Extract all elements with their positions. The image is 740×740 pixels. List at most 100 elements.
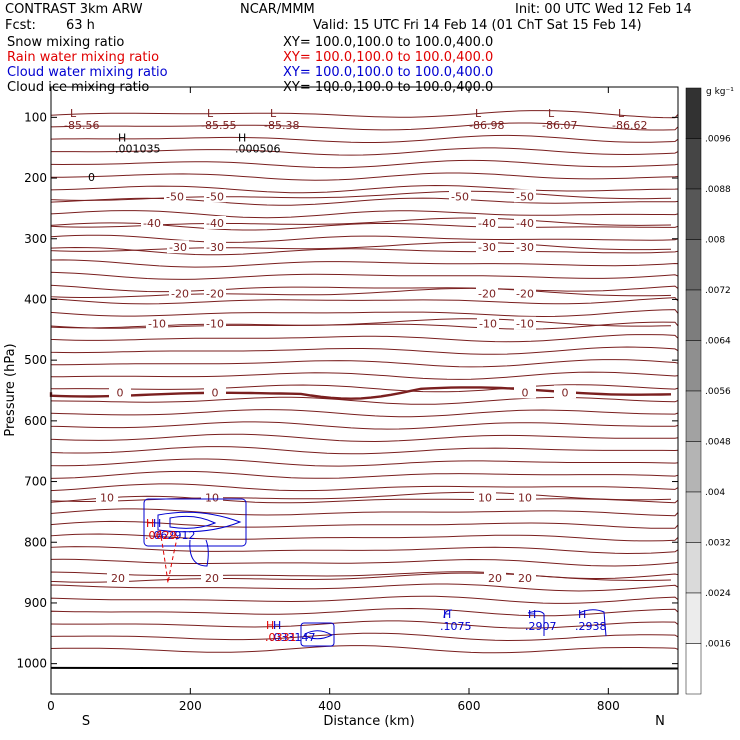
temperature-label--30: -30: [169, 241, 187, 254]
minimum-value: -86.07: [542, 119, 577, 132]
colorbar-label: .0048: [705, 438, 731, 448]
temperature-contour-line: [50, 284, 679, 293]
cloud-water-maximum-marker: H: [153, 517, 161, 530]
temperature-label-bg: [164, 189, 186, 203]
cloud-water-maximum-value: .2907: [525, 620, 557, 633]
temperature-label--50: -50: [206, 190, 224, 203]
temperature-contour-line: [50, 234, 679, 243]
temperature-label-20: 20: [205, 572, 219, 585]
temperature-label--10: -10: [516, 318, 534, 331]
y-tick-label: 1000: [16, 657, 47, 671]
temperature-label--30: -30: [478, 241, 496, 254]
minimum-marker: L: [207, 107, 214, 120]
temperature-contour-line: [50, 346, 679, 355]
temperature-label-10: 10: [478, 491, 492, 504]
temperature-label-bg: [169, 286, 191, 300]
temperature-contour-line: [50, 371, 679, 380]
institution-label: NCAR/MMM: [240, 2, 315, 17]
temperature-label-bg: [476, 215, 498, 229]
temperature-contour--30: [50, 241, 672, 252]
temperature-label--20: -20: [171, 287, 189, 300]
colorbar-label: .0072: [705, 286, 731, 296]
temperature-label-bg: [96, 490, 118, 504]
minimum-marker: L: [548, 107, 555, 120]
x-tick-label: 600: [458, 699, 481, 713]
field-name-cloud-water: Cloud water mixing ratio: [7, 65, 168, 80]
ground-surface-line: [50, 666, 679, 670]
temperature-contour-line: [50, 409, 679, 418]
temperature-contour--50: [50, 190, 672, 201]
colorbar-label: .0056: [705, 387, 731, 397]
colorbar-label: .0088: [705, 185, 731, 195]
temperature-label--20: -20: [516, 287, 534, 300]
temperature-contour-line: [50, 334, 679, 343]
temperature-label-bg: [477, 316, 499, 330]
temperature-contour-line: [50, 533, 679, 542]
model-title: CONTRAST 3km ARW: [5, 2, 143, 17]
temperature-contour-line: [50, 122, 679, 131]
cloud-water-contour-small: [527, 610, 545, 636]
rain-maximum-marker: H: [266, 619, 274, 632]
minimum-marker: L: [270, 107, 277, 120]
colorbar-bin: [685, 138, 702, 190]
cloud-water-contour-mid: [157, 511, 242, 533]
temperature-label-bg: [204, 189, 226, 203]
x-tick-label: 800: [597, 699, 620, 713]
temperature-label-bg: [514, 215, 536, 229]
colorbar-unit: g kg⁻¹: [706, 87, 734, 97]
temperature-label--40: -40: [143, 217, 161, 230]
init-time: Init: 00 UTC Wed 12 Feb 14: [515, 2, 692, 17]
temperature-label-bg: [204, 385, 226, 399]
colorbar-bin: [685, 239, 702, 291]
temperature-contour-line: [50, 632, 679, 642]
cloud-water-maximum-marker: H: [443, 608, 451, 621]
cloud-water-contour-small: [443, 609, 453, 619]
temperature-label--10: -10: [206, 318, 224, 331]
colorbar-bin: [685, 188, 702, 240]
colorbar-bin: [685, 340, 702, 392]
temperature-contour-line: [50, 583, 679, 592]
temperature-contour-line: [50, 607, 679, 617]
temperature-label-bg: [514, 571, 536, 585]
colorbar-label: .0032: [705, 539, 731, 549]
temperature-label-bg: [514, 490, 536, 504]
temperature-label-bg: [204, 286, 226, 300]
temperature-label--40: -40: [206, 217, 224, 230]
y-tick-label: 200: [24, 171, 47, 185]
field-name-rain: Rain water mixing ratio: [7, 50, 160, 65]
y-tick-label: 300: [24, 232, 47, 246]
y-tick-label: 400: [24, 292, 47, 306]
temperature-contour-line: [50, 458, 679, 467]
extrema-labels: L-85.56L-85.55L-85.38L-86.98L-86.07L-86.…: [64, 107, 647, 644]
temperature-contour-line: [50, 645, 679, 654]
temperature-label--40: -40: [478, 217, 496, 230]
cloud-water-contours: [143, 498, 607, 647]
temperature-label-bg: [204, 215, 226, 229]
cloud-water-contour-inner: [304, 630, 334, 640]
cloud-water-maximum-marker: H: [273, 619, 281, 632]
cloud-water-contour-inner: [169, 515, 217, 529]
y-axis-title: Pressure (hPa): [3, 343, 18, 436]
temperature-contour-line: [50, 558, 679, 567]
field-name-snow: Snow mixing ratio: [7, 35, 125, 50]
temperature-label-bg: [146, 316, 168, 330]
colorbar-label: .0024: [705, 589, 731, 599]
temperature-label-20: 20: [488, 572, 502, 585]
cloud-water-maximum-value: .062912: [150, 529, 196, 542]
cloud-water-maximum-marker: H: [528, 608, 536, 621]
cloud-water-maximum-value: .2938: [575, 620, 607, 633]
temperature-contour-line: [50, 495, 679, 504]
colorbar-label: .004: [705, 488, 725, 498]
temperature-contour-line: [50, 172, 679, 181]
minimum-marker: L: [475, 107, 482, 120]
temperature-contour-line: [50, 297, 679, 305]
forecast-label: Fcst:: [5, 18, 36, 33]
temperature-label-bg: [109, 385, 131, 399]
temperature-label-bg: [514, 385, 536, 399]
temperature-contour-line: [50, 359, 679, 368]
rain-maximum-marker: H: [146, 517, 154, 530]
y-tick-label: 100: [24, 110, 47, 124]
temperature-contours: 0 0 0 0 -10 -10 -10 -10 -20 -20 -20 -20 -30 -30 -30 -30…: [49, 110, 679, 654]
colorbar-bin: [685, 643, 702, 695]
temperature-label-bg: [476, 240, 498, 254]
